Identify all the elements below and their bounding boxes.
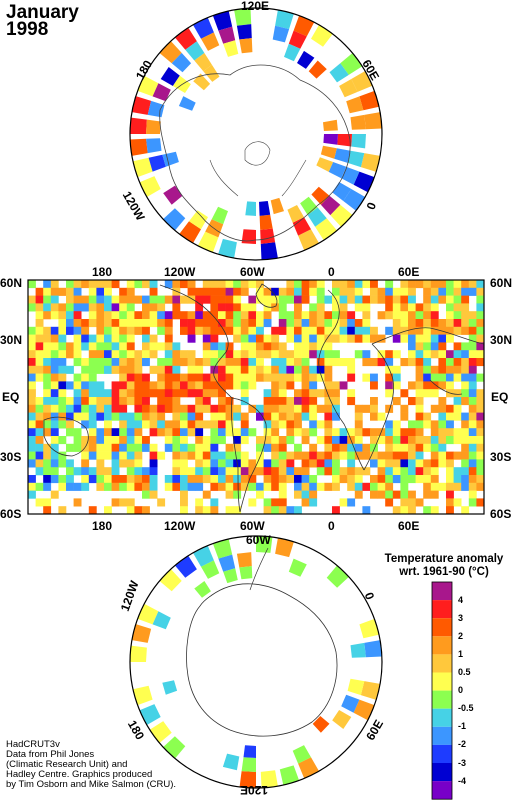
north-anomaly-cells [130,8,382,260]
legend-tick-label: -4 [458,775,467,786]
right-lat-60n: 60N [490,276,512,290]
legend-title-line2: wrt. 1961-90 (°C) [399,566,489,578]
left-lat-eq: EQ [2,390,20,404]
legend-tick-label: -1 [458,721,467,732]
legend-tick-label: -3 [458,757,467,768]
legend-tick-label: -0.5 [458,703,474,714]
legend-swatch [432,582,452,601]
top-lon-180: 180 [92,265,113,279]
legend-tick-label: 3 [458,612,464,623]
south-label-60w: 60W [246,533,271,547]
right-lat-30n: 30N [490,333,512,347]
legend-swatch [432,654,452,673]
title-month: January [6,2,79,23]
global-anomaly-cells [28,280,484,514]
left-lat-30n: 30N [0,333,23,347]
global-coastlines [43,283,484,513]
right-lat-eq: EQ [491,390,509,404]
bottom-lon-180: 180 [92,519,113,533]
legend-tick-label: 2 [458,630,464,641]
top-lon-0: 0 [328,265,335,279]
legend-swatch [432,781,452,800]
credit-line-4: Hadley Centre. Graphics produced [6,769,153,780]
bottom-lon-0: 0 [328,519,335,533]
credit-line-3: (Climatic Research Unit) and [6,759,128,770]
map-title: January 1998 [6,2,79,40]
legend-tick-label: -2 [458,739,467,750]
legend-tick-label: 1 [458,648,464,659]
bottom-lon-60e: 60E [398,519,420,533]
legend-swatch [432,763,452,782]
south-label-120e: 120E [240,783,269,797]
legend-title-line1: Temperature anomaly [384,553,504,565]
legend-title: Temperature anomaly wrt. 1961-90 (°C) [376,553,512,579]
top-lon-60w: 60W [240,265,265,279]
left-lat-60s: 60S [0,507,22,521]
global-map [27,279,485,515]
legend-swatch [432,672,452,691]
top-lon-120w: 120W [164,265,196,279]
north-coastline [159,64,351,242]
legend-tick-label: 4 [458,594,464,605]
credit-line-2: Data from Phil Jones [6,749,95,760]
legend-swatch [432,600,452,619]
legend-swatch [432,744,452,763]
south-polar-map [129,535,383,789]
legend-swatch [432,690,452,709]
bottom-lon-60w: 60W [240,519,265,533]
right-lat-30s: 30S [490,450,512,464]
legend-colorbar [431,581,453,800]
top-lon-60e: 60E [398,265,420,279]
north-label-120e: 120E [241,0,270,13]
left-lat-30s: 30S [0,450,22,464]
left-lat-60n: 60N [0,276,23,290]
bottom-lon-120w: 120W [164,519,196,533]
title-year: 1998 [6,19,49,40]
credit-text: HadCRUT3v Data from Phil Jones (Climatic… [6,740,176,790]
legend-swatch [432,618,452,637]
right-lat-60s: 60S [490,507,512,521]
south-anomaly-cells [130,536,382,788]
legend-swatch [432,708,452,727]
credit-line-5: by Tim Osborn and Mike Salmon (CRU). [6,779,176,790]
legend-swatch [432,636,452,655]
legend-tick-label: 0 [458,685,464,696]
north-polar-map [129,7,383,261]
antarctica-coastline [186,583,338,737]
credit-line-1: HadCRUT3v [6,739,60,750]
legend-tick-label: 0.5 [458,667,471,677]
legend-swatch [432,726,452,745]
